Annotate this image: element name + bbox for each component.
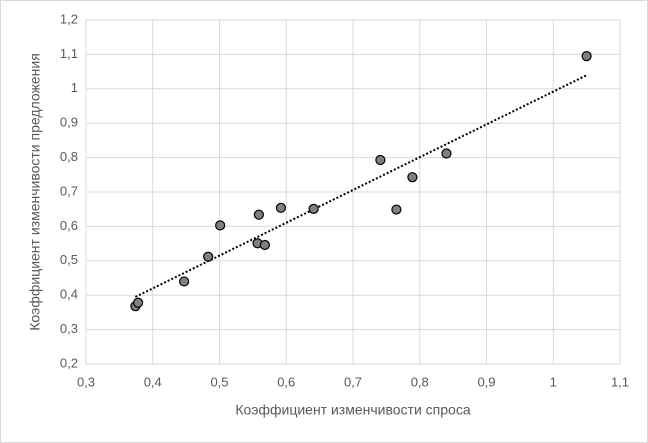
y-tick-label: 0,5 [60,252,78,267]
x-tick-label: 0,7 [344,374,362,389]
point [308,203,319,214]
y-tick-label: 0,3 [60,321,78,336]
point [259,239,270,251]
x-tick-label: 1 [550,374,557,389]
x-tick-label: 0,4 [144,374,162,389]
point [441,148,452,159]
point [203,251,214,262]
point [179,276,190,287]
point [375,154,386,166]
point [253,209,264,220]
point [407,172,418,183]
x-tick-label: 0,5 [210,374,228,389]
y-tick-label: 0,2 [60,355,78,370]
y-tick-label: 1 [71,80,78,95]
y-axis-label: Коэффициент изменчивости предложения [27,53,43,331]
point [215,220,226,231]
point [275,202,287,213]
y-tick-label: 1,2 [60,11,78,26]
y-tick-label: 0,6 [60,218,78,233]
x-tick-label: 0,9 [477,374,495,389]
x-tick-label: 0,6 [277,374,295,389]
y-tick-label: 0,7 [60,183,78,198]
y-tick-label: 1,1 [60,46,78,61]
x-tick-label: 1,1 [611,374,629,389]
point [132,297,144,308]
point [581,51,592,62]
y-tick-label: 0,8 [60,149,78,164]
y-tick-label: 0,4 [60,287,78,302]
x-axis-label: Коэффициент изменчивости спроса [235,402,470,418]
point [391,204,402,215]
x-tick-label: 0,8 [411,374,429,389]
y-tick-label: 0,9 [60,115,78,130]
x-tick-label: 0,3 [77,374,95,389]
